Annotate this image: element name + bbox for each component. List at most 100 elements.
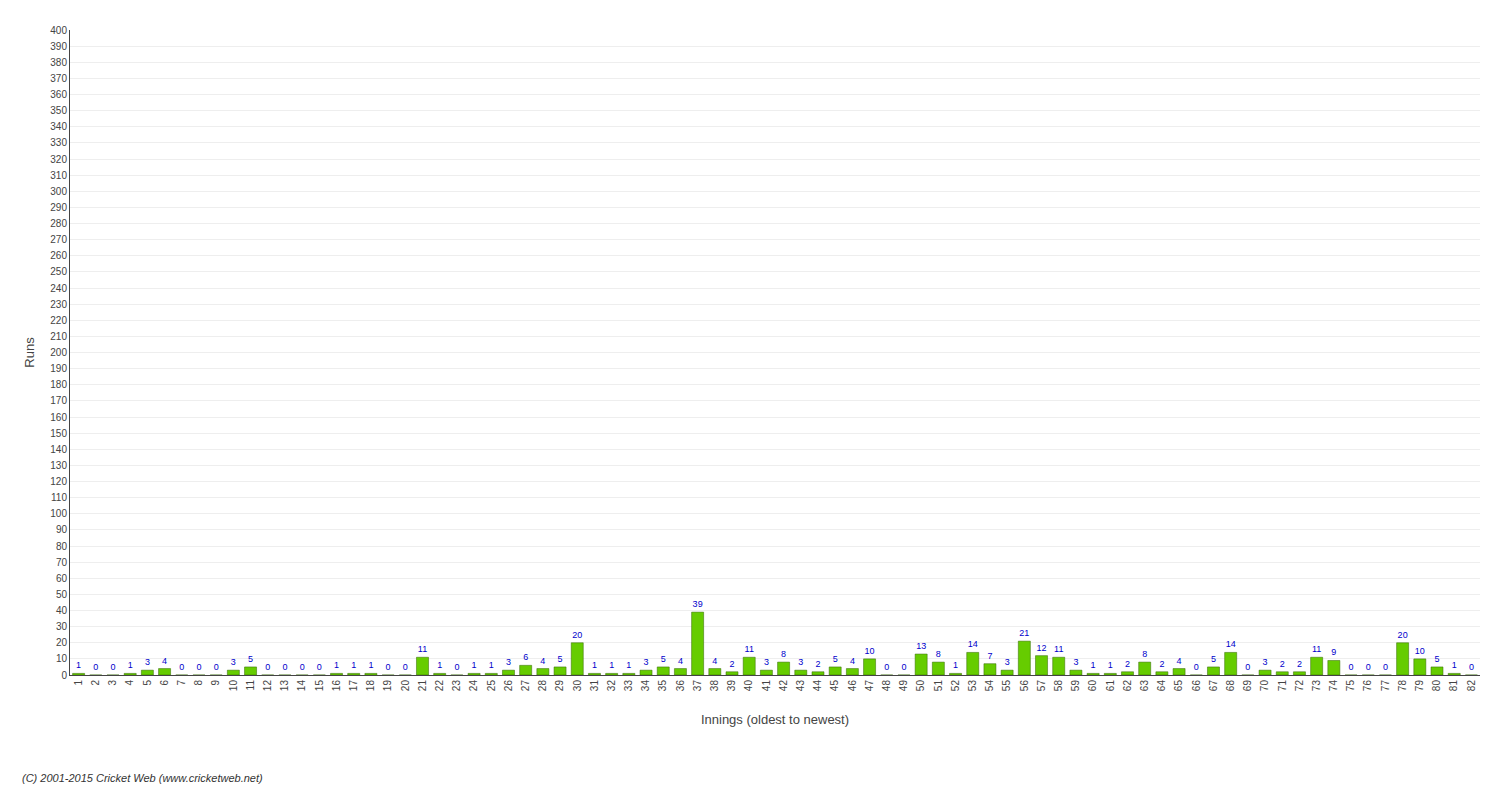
svg-text:1: 1 — [128, 660, 133, 670]
svg-text:360: 360 — [50, 89, 67, 100]
svg-text:70: 70 — [1259, 680, 1270, 692]
svg-text:1: 1 — [351, 660, 356, 670]
svg-text:1: 1 — [472, 660, 477, 670]
svg-text:24: 24 — [468, 680, 479, 692]
svg-text:10: 10 — [228, 680, 239, 692]
svg-text:82: 82 — [1466, 680, 1477, 692]
svg-text:1: 1 — [626, 660, 631, 670]
svg-text:4: 4 — [712, 656, 717, 666]
svg-text:1: 1 — [1108, 660, 1113, 670]
svg-text:13: 13 — [279, 680, 290, 692]
svg-text:2: 2 — [90, 680, 101, 686]
svg-text:11: 11 — [418, 644, 427, 654]
svg-text:25: 25 — [486, 680, 497, 692]
svg-text:0: 0 — [110, 662, 115, 672]
svg-text:73: 73 — [1311, 680, 1322, 692]
svg-text:39: 39 — [726, 680, 737, 692]
svg-text:1: 1 — [368, 660, 373, 670]
svg-text:70: 70 — [56, 557, 68, 568]
svg-text:23: 23 — [451, 680, 462, 692]
svg-text:14: 14 — [1226, 639, 1236, 649]
svg-text:10: 10 — [1415, 646, 1425, 656]
svg-text:3: 3 — [231, 657, 236, 667]
svg-text:42: 42 — [778, 680, 789, 692]
svg-text:0: 0 — [1349, 662, 1354, 672]
svg-text:45: 45 — [829, 680, 840, 692]
svg-text:52: 52 — [950, 680, 961, 692]
svg-text:210: 210 — [50, 331, 67, 342]
svg-text:3: 3 — [764, 657, 769, 667]
svg-text:(C) 2001-2015 Cricket Web (www: (C) 2001-2015 Cricket Web (www.cricketwe… — [22, 772, 263, 784]
svg-text:10: 10 — [56, 653, 68, 664]
svg-text:190: 190 — [50, 363, 67, 374]
svg-text:35: 35 — [657, 680, 668, 692]
svg-text:310: 310 — [50, 170, 67, 181]
svg-text:30: 30 — [572, 680, 583, 692]
svg-text:320: 320 — [50, 154, 67, 165]
svg-text:200: 200 — [50, 347, 67, 358]
svg-text:170: 170 — [50, 395, 67, 406]
svg-text:0: 0 — [317, 662, 322, 672]
svg-text:7: 7 — [987, 651, 992, 661]
svg-text:14: 14 — [296, 680, 307, 692]
svg-text:2: 2 — [1297, 659, 1302, 669]
svg-text:50: 50 — [56, 589, 68, 600]
svg-text:0: 0 — [403, 662, 408, 672]
svg-text:3: 3 — [644, 657, 649, 667]
svg-text:330: 330 — [50, 137, 67, 148]
svg-text:5: 5 — [833, 654, 838, 664]
svg-text:1: 1 — [489, 660, 494, 670]
svg-text:0: 0 — [386, 662, 391, 672]
svg-text:0: 0 — [1366, 662, 1371, 672]
svg-text:36: 36 — [675, 680, 686, 692]
svg-text:16: 16 — [331, 680, 342, 692]
svg-text:43: 43 — [795, 680, 806, 692]
svg-text:3: 3 — [1073, 657, 1078, 667]
svg-text:30: 30 — [56, 621, 68, 632]
svg-text:80: 80 — [56, 541, 68, 552]
svg-text:20: 20 — [400, 680, 411, 692]
svg-text:180: 180 — [50, 379, 67, 390]
svg-text:300: 300 — [50, 186, 67, 197]
svg-text:350: 350 — [50, 105, 67, 116]
svg-text:3: 3 — [107, 680, 118, 686]
svg-text:44: 44 — [812, 680, 823, 692]
svg-text:8: 8 — [781, 649, 786, 659]
svg-text:55: 55 — [1001, 680, 1012, 692]
svg-text:3: 3 — [798, 657, 803, 667]
svg-text:38: 38 — [709, 680, 720, 692]
svg-text:0: 0 — [214, 662, 219, 672]
svg-text:20: 20 — [572, 630, 582, 640]
svg-text:260: 260 — [50, 250, 67, 261]
svg-text:6: 6 — [159, 680, 170, 686]
svg-text:15: 15 — [314, 680, 325, 692]
svg-text:2: 2 — [1125, 659, 1130, 669]
svg-text:75: 75 — [1345, 680, 1356, 692]
svg-text:46: 46 — [847, 680, 858, 692]
svg-text:20: 20 — [56, 637, 68, 648]
svg-text:77: 77 — [1380, 680, 1391, 692]
svg-text:380: 380 — [50, 57, 67, 68]
svg-text:140: 140 — [50, 444, 67, 455]
svg-text:230: 230 — [50, 299, 67, 310]
svg-text:5: 5 — [248, 654, 253, 664]
svg-text:1: 1 — [1091, 660, 1096, 670]
svg-text:57: 57 — [1036, 680, 1047, 692]
svg-text:66: 66 — [1191, 680, 1202, 692]
svg-text:1: 1 — [953, 660, 958, 670]
svg-text:51: 51 — [933, 680, 944, 692]
svg-text:62: 62 — [1122, 680, 1133, 692]
svg-text:160: 160 — [50, 412, 67, 423]
svg-text:8: 8 — [193, 680, 204, 686]
svg-text:64: 64 — [1156, 680, 1167, 692]
svg-text:28: 28 — [537, 680, 548, 692]
svg-text:76: 76 — [1362, 680, 1373, 692]
svg-text:11: 11 — [745, 644, 754, 654]
svg-text:130: 130 — [50, 460, 67, 471]
svg-text:3: 3 — [1005, 657, 1010, 667]
svg-text:0: 0 — [179, 662, 184, 672]
svg-text:340: 340 — [50, 121, 67, 132]
svg-text:33: 33 — [623, 680, 634, 692]
svg-text:37: 37 — [692, 680, 703, 692]
svg-text:13: 13 — [916, 641, 926, 651]
